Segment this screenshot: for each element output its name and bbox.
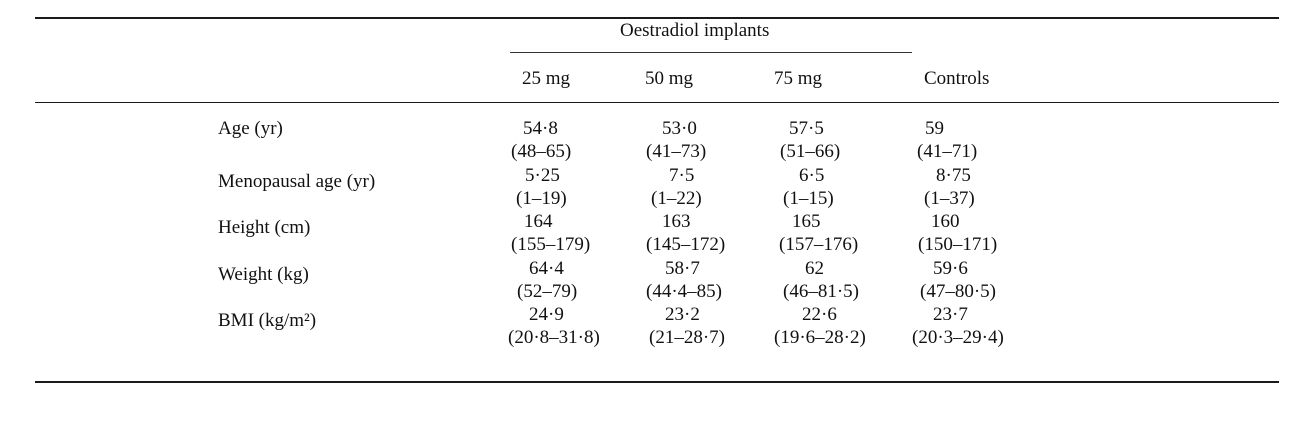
cell-range: (52–79) <box>517 281 578 302</box>
cell-mean: 160 <box>931 211 960 232</box>
cell-mean: 62 <box>805 258 824 279</box>
table-span-rule <box>510 52 912 53</box>
cell-mean: 58·7 <box>665 258 700 279</box>
cell-range: (21–28·7) <box>649 327 725 348</box>
column-header-25mg: 25 mg <box>522 68 571 89</box>
row-label-height: Height (cm) <box>218 217 311 238</box>
cell-mean: 24·9 <box>529 304 564 325</box>
cell-mean: 23·7 <box>933 304 968 325</box>
cell-mean: 64·4 <box>529 258 564 279</box>
cell-range: (1–22) <box>651 188 702 209</box>
cell-mean: 164 <box>524 211 553 232</box>
cell-range: (145–172) <box>646 234 726 255</box>
table-header-rule <box>35 102 1279 103</box>
cell-range: (1–15) <box>783 188 834 209</box>
cell-range: (20·8–31·8) <box>508 327 600 348</box>
cell-mean: 23·2 <box>665 304 700 325</box>
cell-range: (41–71) <box>917 141 978 162</box>
row-label-menopausal-age: Menopausal age (yr) <box>218 171 376 192</box>
cell-mean: 165 <box>792 211 821 232</box>
cell-mean: 59·6 <box>933 258 968 279</box>
cell-range: (47–80·5) <box>920 281 996 302</box>
cell-range: (1–37) <box>924 188 975 209</box>
cell-mean: 59 <box>925 118 944 139</box>
row-label-weight: Weight (kg) <box>218 264 309 285</box>
cell-mean: 53·0 <box>662 118 697 139</box>
table-top-rule <box>35 17 1279 19</box>
row-label-age: Age (yr) <box>218 118 283 139</box>
cell-range: (20·3–29·4) <box>912 327 1004 348</box>
cell-range: (150–171) <box>918 234 998 255</box>
cell-range: (44·4–85) <box>646 281 722 302</box>
cell-range: (157–176) <box>779 234 859 255</box>
cell-range: (51–66) <box>780 141 841 162</box>
cell-range: (46–81·5) <box>783 281 859 302</box>
cell-mean: 54·8 <box>523 118 558 139</box>
cell-mean: 163 <box>662 211 691 232</box>
cell-mean: 22·6 <box>802 304 837 325</box>
cell-mean: 6·5 <box>799 165 825 186</box>
cell-range: (155–179) <box>511 234 591 255</box>
cell-mean: 7·5 <box>669 165 695 186</box>
cell-mean: 5·25 <box>525 165 560 186</box>
cell-range: (1–19) <box>516 188 567 209</box>
column-header-50mg: 50 mg <box>645 68 694 89</box>
cell-range: (41–73) <box>646 141 707 162</box>
cell-range: (19·6–28·2) <box>774 327 866 348</box>
column-header-75mg: 75 mg <box>774 68 823 89</box>
table-bottom-rule <box>35 381 1279 383</box>
cell-range: (48–65) <box>511 141 572 162</box>
column-header-controls: Controls <box>924 68 990 89</box>
cell-mean: 8·75 <box>936 165 971 186</box>
table-span-header: Oestradiol implants <box>620 20 770 41</box>
row-label-bmi: BMI (kg/m²) <box>218 310 317 331</box>
cell-mean: 57·5 <box>789 118 824 139</box>
